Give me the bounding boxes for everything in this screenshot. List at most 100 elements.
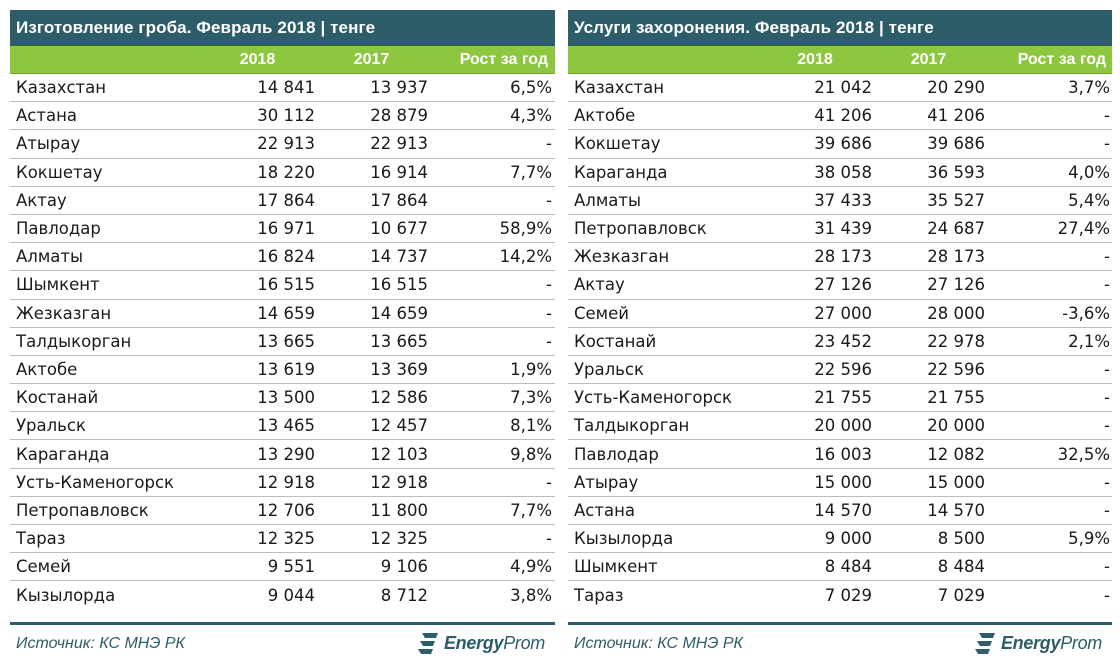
table-row: Кызылорда 9 000 8 500 5,9% bbox=[568, 525, 1112, 554]
growth-cell: 6,5% bbox=[510, 78, 552, 98]
growth-cell: 7,3% bbox=[510, 388, 552, 408]
city-cell: Петропавловск bbox=[574, 219, 707, 239]
growth-cell: - bbox=[1104, 247, 1110, 267]
value-2018-cell: 20 000 bbox=[814, 416, 872, 436]
table-row: Алматы 37 433 35 527 5,4% bbox=[568, 187, 1112, 215]
value-2018-cell: 9 551 bbox=[267, 557, 315, 577]
table-body: Казахстан 14 841 13 937 6,5% Астана 30 112 28 … bbox=[10, 74, 555, 610]
value-2017-cell: 12 457 bbox=[370, 416, 428, 436]
value-2018-cell: 30 112 bbox=[257, 106, 315, 126]
value-2017-cell: 17 864 bbox=[370, 190, 428, 210]
table-row: Петропавловск 12 706 11 800 7,7% bbox=[10, 497, 555, 525]
value-2018-cell: 17 864 bbox=[257, 190, 315, 210]
growth-cell: 1,9% bbox=[510, 359, 552, 379]
header-2017: 2017 bbox=[353, 50, 390, 68]
value-2018-cell: 22 913 bbox=[257, 134, 315, 154]
city-cell: Петропавловск bbox=[16, 500, 149, 520]
table-row: Костанай 23 452 22 978 2,1% bbox=[568, 328, 1112, 356]
value-2018-cell: 38 058 bbox=[814, 162, 872, 182]
table-row: Тараз 12 325 12 325 - bbox=[10, 525, 555, 554]
growth-cell: - bbox=[1104, 388, 1110, 408]
value-2017-cell: 7 029 bbox=[937, 585, 985, 605]
table-row: Шымкент 16 515 16 515 - bbox=[10, 271, 555, 300]
value-2018-cell: 21 755 bbox=[814, 388, 872, 408]
value-2018-cell: 28 173 bbox=[814, 247, 872, 267]
table-body: Казахстан 21 042 20 290 3,7% Актобе 41 206 41 … bbox=[568, 74, 1112, 610]
brand-logo: EnergyProm bbox=[416, 631, 545, 657]
table-row: Атырау 15 000 15 000 - bbox=[568, 469, 1112, 497]
table-row: Шымкент 8 484 8 484 - bbox=[568, 553, 1112, 582]
value-2017-cell: 28 173 bbox=[927, 247, 985, 267]
table-row: Актобе 41 206 41 206 - bbox=[568, 102, 1112, 131]
growth-cell: 7,7% bbox=[510, 162, 552, 182]
city-cell: Казахстан bbox=[16, 78, 107, 98]
header-growth: Рост за год bbox=[459, 50, 548, 68]
growth-cell: - bbox=[1104, 500, 1110, 520]
energyprom-logo-icon bbox=[974, 632, 995, 654]
value-2018-cell: 13 465 bbox=[257, 416, 315, 436]
value-2018-cell: 12 918 bbox=[257, 472, 315, 492]
value-2017-cell: 12 918 bbox=[370, 472, 428, 492]
value-2017-cell: 16 515 bbox=[370, 275, 428, 295]
city-cell: Алматы bbox=[574, 190, 642, 210]
value-2018-cell: 7 029 bbox=[824, 585, 872, 605]
table-row: Алматы 16 824 14 737 14,2% bbox=[10, 243, 555, 272]
value-2018-cell: 16 515 bbox=[257, 275, 315, 295]
growth-cell: 14,2% bbox=[499, 247, 552, 267]
value-2018-cell: 14 659 bbox=[257, 303, 315, 323]
city-cell: Талдыкорган bbox=[574, 416, 690, 436]
value-2017-cell: 35 527 bbox=[927, 190, 985, 210]
value-2017-cell: 11 800 bbox=[370, 500, 428, 520]
table-row: Актобе 13 619 13 369 1,9% bbox=[10, 356, 555, 385]
value-2018-cell: 18 220 bbox=[257, 162, 315, 182]
growth-cell: 4,9% bbox=[510, 557, 552, 577]
value-2017-cell: 22 913 bbox=[370, 134, 428, 154]
value-2018-cell: 12 706 bbox=[257, 500, 315, 520]
table-row: Казахстан 14 841 13 937 6,5% bbox=[10, 74, 555, 103]
growth-cell: - bbox=[1104, 472, 1110, 492]
table-row: Актау 17 864 17 864 - bbox=[10, 187, 555, 215]
value-2018-cell: 27 000 bbox=[814, 303, 872, 323]
value-2017-cell: 20 000 bbox=[927, 416, 985, 436]
table-row: Павлодар 16 971 10 677 58,9% bbox=[10, 215, 555, 244]
value-2018-cell: 31 439 bbox=[814, 219, 872, 239]
city-cell: Астана bbox=[574, 500, 635, 520]
burial-services-table: Услуги захоронения. Февраль 2018 | тенге… bbox=[568, 10, 1112, 662]
table-row: Жезказган 28 173 28 173 - bbox=[568, 243, 1112, 272]
city-cell: Актау bbox=[574, 275, 625, 295]
header-2017: 2017 bbox=[910, 50, 947, 68]
growth-cell: - bbox=[546, 529, 552, 549]
value-2017-cell: 15 000 bbox=[927, 472, 985, 492]
city-cell: Тараз bbox=[16, 529, 66, 549]
brand-name: EnergyProm bbox=[443, 633, 545, 653]
city-cell: Костанай bbox=[16, 388, 99, 408]
value-2017-cell: 8 484 bbox=[937, 557, 985, 577]
value-2018-cell: 27 126 bbox=[814, 275, 872, 295]
value-2017-cell: 12 103 bbox=[370, 444, 428, 464]
growth-cell: 3,7% bbox=[1068, 78, 1110, 98]
value-2017-cell: 24 687 bbox=[927, 219, 985, 239]
growth-cell: 7,7% bbox=[510, 500, 552, 520]
table-row: Атырау 22 913 22 913 - bbox=[10, 130, 555, 159]
value-2017-cell: 13 369 bbox=[370, 359, 428, 379]
table-row: Семей 27 000 28 000 -3,6% bbox=[568, 300, 1112, 328]
city-cell: Уральск bbox=[574, 359, 644, 379]
value-2017-cell: 28 879 bbox=[370, 106, 428, 126]
brand-name: EnergyProm bbox=[1000, 633, 1102, 653]
table-row: Уральск 22 596 22 596 - bbox=[568, 356, 1112, 385]
value-2017-cell: 21 755 bbox=[927, 388, 985, 408]
value-2018-cell: 12 325 bbox=[257, 529, 315, 549]
column-header-row: 2018 2017 Рост за год bbox=[10, 46, 555, 74]
value-2017-cell: 28 000 bbox=[927, 303, 985, 323]
city-cell: Атырау bbox=[574, 472, 639, 492]
growth-cell: 4,0% bbox=[1068, 162, 1110, 182]
header-2018: 2018 bbox=[797, 50, 833, 68]
table-row: Петропавловск 31 439 24 687 27,4% bbox=[568, 215, 1112, 244]
growth-cell: - bbox=[546, 303, 552, 323]
value-2017-cell: 8 712 bbox=[380, 585, 428, 605]
table-footer: Источник: КС МНЭ РК EnergyProm bbox=[10, 622, 555, 662]
value-2018-cell: 21 042 bbox=[814, 78, 872, 98]
value-2018-cell: 13 619 bbox=[257, 359, 315, 379]
brand-logo: EnergyProm bbox=[973, 631, 1102, 657]
growth-cell: 4,3% bbox=[510, 106, 552, 126]
